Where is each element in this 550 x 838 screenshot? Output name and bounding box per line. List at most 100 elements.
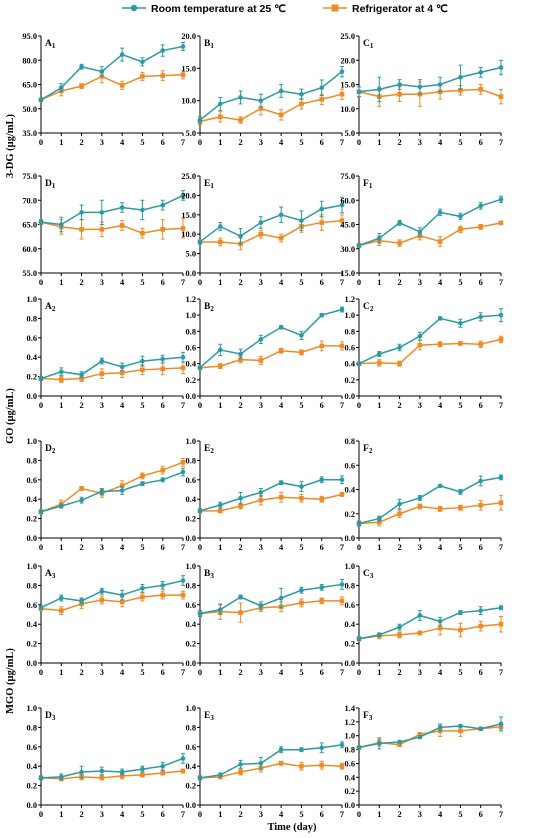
x-tick-label-d3: 5	[140, 810, 144, 819]
series-room-temp-e1	[197, 196, 345, 245]
series-line-room-temp-a2	[40, 356, 184, 380]
point-room-temp-b2	[278, 324, 284, 330]
x-tick-label-c2: 1	[377, 401, 381, 410]
x-tick-label-e2: 5	[299, 543, 303, 552]
x-tick-label-e2: 7	[340, 543, 344, 552]
point-room-temp-d2	[38, 509, 44, 515]
point-room-temp-b3	[319, 585, 325, 590]
point-refrigerator-c1	[397, 91, 402, 97]
x-tick-label-b2: 3	[259, 401, 263, 410]
point-room-temp-f3	[397, 739, 402, 745]
point-refrigerator-b2	[278, 348, 284, 354]
point-refrigerator-f2	[498, 500, 504, 506]
series-line-room-temp-e2	[199, 479, 342, 512]
point-room-temp-f1	[478, 203, 484, 209]
y-tick-label-e1: 0.0	[186, 269, 196, 278]
point-room-temp-d3	[38, 775, 44, 781]
series-room-temp-c1	[356, 59, 504, 102]
y-tick-label-b2: 0.6	[186, 344, 196, 353]
y-tick-label-f1: 60.0	[340, 196, 355, 205]
series-line-room-temp-b2	[199, 308, 343, 369]
point-refrigerator-b1	[299, 101, 304, 107]
x-tick-label-d3: 6	[161, 810, 165, 819]
point-room-temp-b3	[238, 594, 243, 600]
point-refrigerator-b2	[258, 358, 264, 363]
point-room-temp-c3	[458, 610, 463, 615]
point-refrigerator-a2	[99, 371, 105, 376]
x-tick-label-d2: 7	[181, 543, 185, 552]
x-tick-label-b3: 4	[279, 668, 284, 677]
panel-label-f3: F3	[363, 711, 373, 722]
series-room-temp-f1	[356, 195, 504, 248]
x-tick-label-f2: 7	[499, 543, 503, 552]
y-tick-label-c2: 0.6	[345, 344, 355, 353]
series-room-temp-d3	[38, 753, 186, 781]
x-tick-label-c2: 3	[418, 401, 422, 410]
point-room-temp-b1	[258, 98, 264, 103]
x-tick-label-b2: 1	[218, 401, 222, 410]
x-tick-label-f3: 0	[357, 810, 361, 819]
series-line-refrigerator-b2	[199, 345, 342, 369]
x-tick-label-b1: 3	[259, 138, 263, 147]
x-tick-label-b1: 4	[279, 138, 284, 147]
x-tick-label-a3: 3	[100, 668, 104, 677]
x-tick-label-f1: 4	[438, 278, 443, 287]
x-tick-label-c2: 4	[438, 401, 443, 410]
point-room-temp-a3	[99, 588, 105, 594]
point-room-temp-a3	[180, 578, 186, 583]
point-refrigerator-b3	[339, 598, 345, 604]
point-refrigerator-a2	[140, 367, 145, 373]
point-room-temp-c3	[498, 605, 504, 611]
point-refrigerator-c3	[417, 630, 423, 636]
point-refrigerator-f1	[498, 220, 504, 226]
point-room-temp-e1	[258, 220, 264, 225]
panel-label-b3: B3	[204, 569, 214, 580]
point-room-temp-c1	[417, 84, 423, 90]
point-room-temp-a2	[180, 354, 186, 360]
point-refrigerator-e2	[238, 503, 243, 509]
point-room-temp-c2	[478, 314, 484, 320]
point-refrigerator-b2	[217, 363, 223, 369]
point-refrigerator-a1	[160, 73, 166, 78]
x-tick-label-e1: 6	[320, 278, 324, 287]
series-room-temp-e3	[197, 741, 345, 781]
x-tick-label-a3: 5	[140, 668, 144, 677]
x-tick-label-f3: 5	[458, 810, 462, 819]
panel-a1: 35.0 50.0 65.0 80.0 95.0 0 1 2 3 4 5 6 7 A1	[22, 32, 186, 147]
series-line-refrigerator-c1	[358, 88, 502, 98]
x-tick-label-e2: 4	[279, 543, 284, 552]
point-room-temp-e3	[258, 760, 264, 766]
point-refrigerator-e2	[339, 492, 345, 497]
x-tick-label-b1: 5	[299, 138, 303, 147]
point-room-temp-d3	[99, 768, 105, 774]
y-tick-label-e1: 15.0	[181, 211, 196, 220]
y-tick-label-d1: 70.0	[22, 196, 37, 205]
x-tick-label-f2: 1	[377, 543, 381, 552]
x-tick-label-a1: 0	[39, 138, 43, 147]
panel-a3: 0.0 0.2 0.4 0.6 0.8 1.0 0 1 2 3 4 5 6 7 A3	[27, 562, 186, 677]
x-tick-label-e3: 6	[320, 810, 324, 819]
x-tick-label-c2: 5	[458, 401, 462, 410]
y-tick-label-d1: 65.0	[22, 221, 37, 230]
x-tick-label-f2: 2	[397, 543, 401, 552]
x-tick-label-d1: 5	[140, 278, 144, 287]
series-room-temp-b2	[197, 306, 345, 371]
x-tick-label-f2: 5	[458, 543, 462, 552]
panel-d3: 0.0 0.2 0.4 0.6 0.8 1.0 0 1 2 3 4 5 6 7 D3	[27, 704, 186, 819]
series-line-room-temp-e3	[199, 744, 343, 779]
y-tick-label-e3: 0.4	[186, 762, 197, 771]
point-room-temp-a3	[58, 595, 64, 601]
point-room-temp-d1	[119, 205, 125, 210]
point-room-temp-a2	[140, 358, 145, 364]
y-tick-label-b3: 0.6	[186, 601, 196, 610]
point-room-temp-c1	[498, 65, 504, 70]
point-room-temp-b2	[319, 312, 325, 318]
point-room-temp-e2	[238, 495, 243, 501]
point-room-temp-d1	[180, 193, 186, 198]
point-refrigerator-e2	[217, 508, 223, 514]
point-room-temp-b2	[339, 307, 345, 312]
x-tick-label-a1: 1	[59, 138, 63, 147]
x-axis-label: Time (day)	[267, 822, 317, 833]
point-room-temp-c3	[417, 613, 423, 618]
y-tick-label-f3: 0.2	[345, 787, 355, 796]
